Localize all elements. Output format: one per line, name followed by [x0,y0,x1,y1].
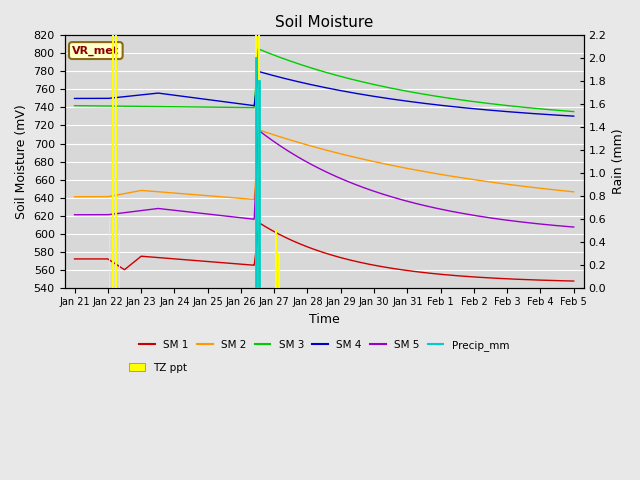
Y-axis label: Soil Moisture (mV): Soil Moisture (mV) [15,104,28,219]
Legend: TZ ppt: TZ ppt [125,359,191,377]
Title: Soil Moisture: Soil Moisture [275,15,373,30]
Bar [275,230,276,288]
Bar [109,219,110,288]
Bar [259,36,260,288]
Text: VR_met: VR_met [72,46,119,56]
Bar [115,36,117,288]
Bar [278,253,280,288]
Y-axis label: Rain (mm): Rain (mm) [612,129,625,194]
Bar [118,230,120,288]
Bar [112,36,114,288]
Bar [255,36,257,288]
X-axis label: Time: Time [308,313,339,326]
